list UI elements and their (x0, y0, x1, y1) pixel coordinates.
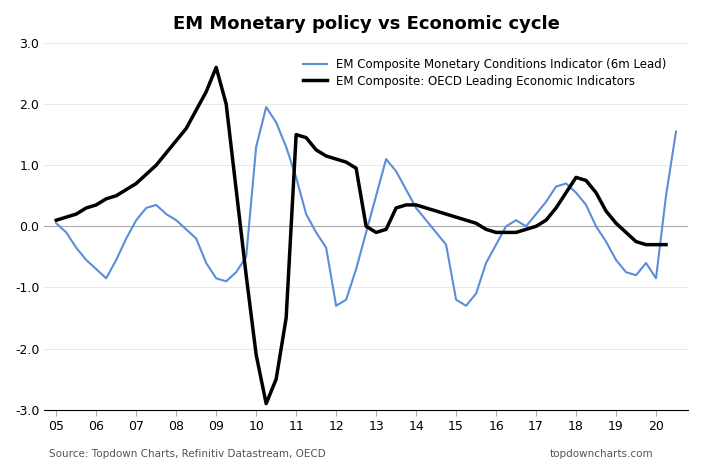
EM Composite: OECD Leading Economic Indicators: (2.01e+03, 1.4): OECD Leading Economic Indicators: (2.01e… (172, 138, 181, 144)
Text: topdowncharts.com: topdowncharts.com (550, 450, 654, 459)
EM Composite Monetary Conditions Indicator (6m Lead) (52, 220, 60, 226)
EM Composite Monetary Conditions Indicator (6m Lead) (222, 279, 231, 284)
EM Composite: OECD Leading Economic Indicators: (2.02e+03, -0.3): OECD Leading Economic Indicators: (2.02e… (662, 242, 670, 248)
EM Composite: OECD Leading Economic Indicators: (2.01e+03, 2.6): OECD Leading Economic Indicators: (2.01e… (212, 65, 221, 70)
EM Composite Monetary Conditions Indicator (6m Lead) (672, 129, 681, 134)
EM Composite Monetary Conditions Indicator (6m Lead) (332, 303, 340, 309)
EM Composite Monetary Conditions Indicator (6m Lead) (242, 254, 250, 260)
EM Composite: OECD Leading Economic Indicators: (2.01e+03, 2): OECD Leading Economic Indicators: (2.01e… (222, 101, 231, 107)
Legend: EM Composite Monetary Conditions Indicator (6m Lead), EM Composite: OECD Leading: EM Composite Monetary Conditions Indicat… (301, 56, 669, 91)
EM Composite: OECD Leading Economic Indicators: (2.01e+03, 0.45): OECD Leading Economic Indicators: (2.01e… (102, 196, 110, 201)
EM Composite: OECD Leading Economic Indicators: (2e+03, 0.1): OECD Leading Economic Indicators: (2e+03… (52, 218, 60, 223)
Line: EM Composite: OECD Leading Economic Indicators: EM Composite: OECD Leading Economic Indi… (56, 67, 666, 404)
Title: EM Monetary policy vs Economic cycle: EM Monetary policy vs Economic cycle (173, 15, 560, 33)
EM Composite Monetary Conditions Indicator (6m Lead) (362, 230, 370, 235)
EM Composite: OECD Leading Economic Indicators: (2.02e+03, 0.25): OECD Leading Economic Indicators: (2.02e… (602, 208, 610, 214)
EM Composite Monetary Conditions Indicator (6m Lead) (662, 193, 670, 199)
EM Composite: OECD Leading Economic Indicators: (2.01e+03, -2.9): OECD Leading Economic Indicators: (2.01e… (262, 401, 271, 407)
Line: EM Composite Monetary Conditions Indicator (6m Lead): EM Composite Monetary Conditions Indicat… (56, 107, 676, 306)
EM Composite Monetary Conditions Indicator (6m Lead) (382, 156, 390, 162)
EM Composite: OECD Leading Economic Indicators: (2.01e+03, -0.1): OECD Leading Economic Indicators: (2.01e… (372, 230, 380, 235)
EM Composite Monetary Conditions Indicator (6m Lead) (262, 104, 271, 110)
EM Composite: OECD Leading Economic Indicators: (2.01e+03, 0.2): OECD Leading Economic Indicators: (2.01e… (442, 211, 451, 217)
Text: Source: Topdown Charts, Refinitiv Datastream, OECD: Source: Topdown Charts, Refinitiv Datast… (49, 450, 326, 459)
EM Composite Monetary Conditions Indicator (6m Lead) (502, 224, 510, 229)
